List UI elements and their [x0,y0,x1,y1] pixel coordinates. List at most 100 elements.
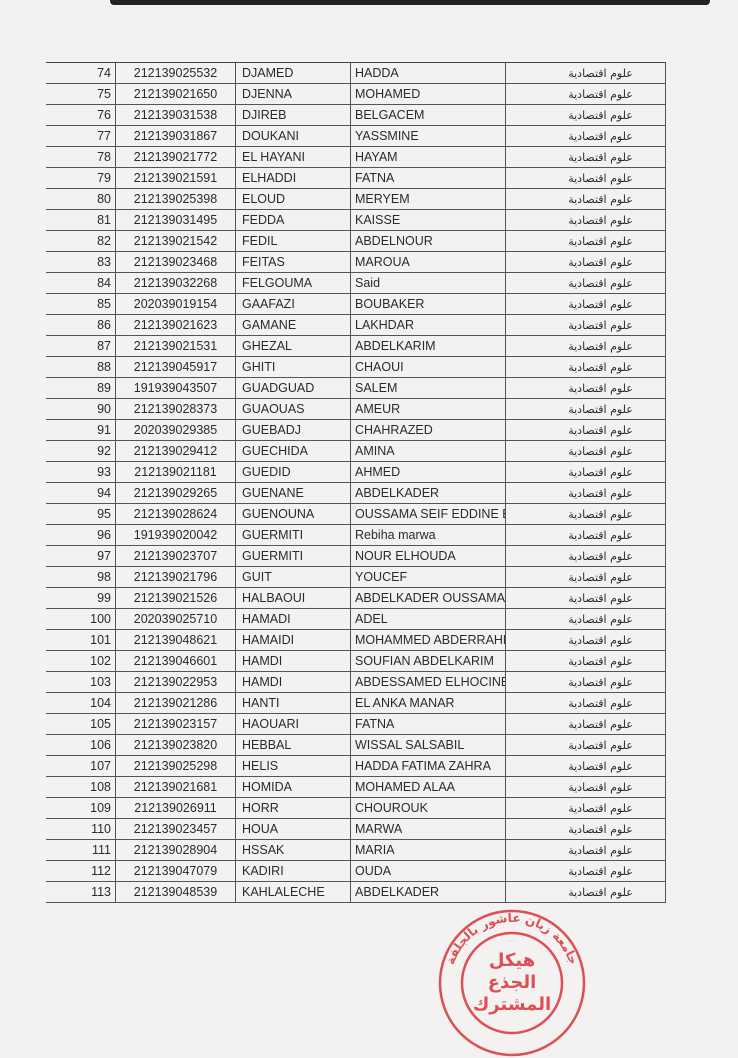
table-row: 93 212139021181 GUEDID AHMED علوم اقتصادية [46,462,666,483]
first-name: OUDA [350,861,505,881]
field-of-study: علوم اقتصادية [505,441,666,461]
student-id: 212139021286 [115,693,235,713]
field-of-study: علوم اقتصادية [505,630,666,650]
last-name: HOUA [235,819,350,839]
row-number: 95 [97,507,111,521]
first-name: EL ANKA MANAR [350,693,505,713]
student-id: 212139022953 [115,672,235,692]
row-number: 76 [97,108,111,122]
student-id: 212139025532 [115,63,235,83]
table-row: 81 212139031495 FEDDA KAISSE علوم اقتصادية [46,210,666,231]
table-row: 87 212139021531 GHEZAL ABDELKARIM علوم اقتصا… [46,336,666,357]
field-of-study: علوم اقتصادية [505,294,666,314]
table-row: 96 191939020042 GUERMITI Rebiha marwa علوم ا… [46,525,666,546]
student-id: 202039029385 [115,420,235,440]
student-id: 212139031495 [115,210,235,230]
last-name: FEDIL [235,231,350,251]
field-of-study: علوم اقتصادية [505,252,666,272]
row-number: 81 [97,213,111,227]
row-number: 86 [97,318,111,332]
field-of-study: علوم اقتصادية [505,672,666,692]
last-name: FEDDA [235,210,350,230]
first-name: YASSMINE [350,126,505,146]
student-id: 191939020042 [115,525,235,545]
row-number: 96 [97,528,111,542]
table-row: 109 212139026911 HORR CHOUROUK علوم اقتصادية [46,798,666,819]
student-id: 212139023468 [115,252,235,272]
first-name: BELGACEM [350,105,505,125]
table-row: 110 212139023457 HOUA MARWA علوم اقتصادية [46,819,666,840]
row-number: 110 [91,822,111,836]
student-id: 212139031867 [115,126,235,146]
table-row: 83 212139023468 FEITAS MAROUA علوم اقتصادية [46,252,666,273]
row-number: 87 [97,339,111,353]
first-name: MOHAMED ALAA [350,777,505,797]
last-name: GAAFAZI [235,294,350,314]
field-of-study: علوم اقتصادية [505,714,666,734]
student-id: 212139021650 [115,84,235,104]
last-name: GUEDID [235,462,350,482]
row-number: 75 [97,87,111,101]
field-of-study: علوم اقتصادية [505,273,666,293]
row-number: 91 [97,423,111,437]
last-name: GUENANE [235,483,350,503]
stamp-line-1: هيكل [489,950,535,971]
first-name: Said [350,273,505,293]
table-row: 79 212139021591 ELHADDI FATNA علوم اقتصادية [46,168,666,189]
field-of-study: علوم اقتصادية [505,462,666,482]
row-number: 100 [90,612,111,626]
field-of-study: علوم اقتصادية [505,189,666,209]
row-number: 79 [97,171,111,185]
table-row: 104 212139021286 HANTI EL ANKA MANAR علوم اق… [46,693,666,714]
first-name: MERYEM [350,189,505,209]
last-name: HOMIDA [235,777,350,797]
last-name: GUEBADJ [235,420,350,440]
student-id: 212139047079 [115,861,235,881]
student-id: 212139028904 [115,840,235,860]
student-id: 212139025398 [115,189,235,209]
last-name: ELHADDI [235,168,350,188]
row-number: 93 [97,465,111,479]
field-of-study: علوم اقتصادية [505,504,666,524]
row-number: 74 [97,66,111,80]
field-of-study: علوم اقتصادية [505,357,666,377]
first-name: ABDELKADER [350,882,505,902]
student-id: 212139023820 [115,735,235,755]
row-number: 94 [97,486,111,500]
field-of-study: علوم اقتصادية [505,693,666,713]
student-id: 212139048621 [115,630,235,650]
first-name: CHOUROUK [350,798,505,818]
field-of-study: علوم اقتصادية [505,819,666,839]
student-id: 212139021531 [115,336,235,356]
table-row: 74 212139025532 DJAMED HADDA علوم اقتصادية [46,63,666,84]
first-name: SOUFIAN ABDELKARIM [350,651,505,671]
table-row: 113 212139048539 KAHLALECHE ABDELKADER علوم … [46,882,666,903]
last-name: HAMDI [235,651,350,671]
first-name: AMEUR [350,399,505,419]
last-name: HSSAK [235,840,350,860]
student-id: 212139026911 [115,798,235,818]
first-name: HADDA [350,63,505,83]
row-number: 78 [97,150,111,164]
table-row: 98 212139021796 GUIT YOUCEF علوم اقتصادية [46,567,666,588]
field-of-study: علوم اقتصادية [505,399,666,419]
table-row: 84 212139032268 FELGOUMA Said علوم اقتصادية [46,273,666,294]
table-row: 95 212139028624 GUENOUNA OUSSAMA SEIF EDDIN… [46,504,666,525]
field-of-study: علوم اقتصادية [505,861,666,881]
student-id: 202039019154 [115,294,235,314]
last-name: DJAMED [235,63,350,83]
student-id: 212139048539 [115,882,235,902]
first-name: FATNA [350,714,505,734]
student-list-table: 74 212139025532 DJAMED HADDA علوم اقتصادية 75… [46,62,666,903]
student-id: 212139021542 [115,231,235,251]
field-of-study: علوم اقتصادية [505,63,666,83]
field-of-study: علوم اقتصادية [505,126,666,146]
first-name: ABDELNOUR [350,231,505,251]
first-name: SALEM [350,378,505,398]
field-of-study: علوم اقتصادية [505,147,666,167]
field-of-study: علوم اقتصادية [505,735,666,755]
student-id: 212139021623 [115,315,235,335]
last-name: GHEZAL [235,336,350,356]
student-id: 212139023157 [115,714,235,734]
row-number: 99 [97,591,111,605]
